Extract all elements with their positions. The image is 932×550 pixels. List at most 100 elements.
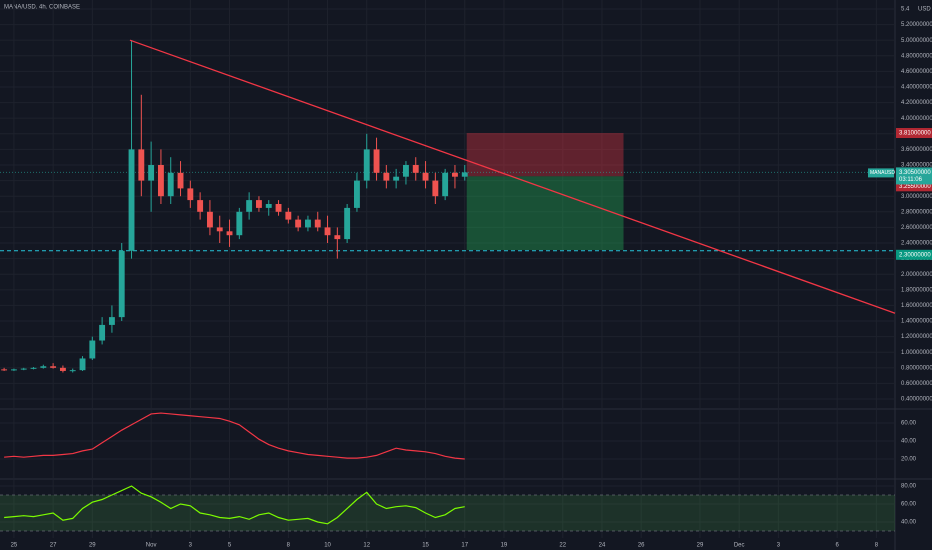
candle-body (255, 200, 262, 208)
y-tick-label: 40.00 (901, 439, 917, 445)
y-tick-label: 0.40000000 (901, 397, 932, 403)
candle-body (89, 340, 96, 359)
x-tick-label: 29 (697, 543, 704, 549)
y-tick-label: 2.40000000 (901, 241, 932, 247)
y-tick-label: 2.00000000 (901, 272, 932, 278)
candle-body (108, 317, 115, 325)
x-tick-label: 17 (461, 543, 468, 549)
symbol-tag-bg (868, 168, 894, 178)
symbol-tag: MANAUSD (870, 170, 895, 176)
y-tick-label: 2.60000000 (901, 225, 932, 231)
horizontal-line-label-bg (896, 249, 932, 260)
x-tick-label: 26 (638, 543, 645, 549)
y-tick-label: 60.00 (901, 421, 917, 427)
y-tick-label: 0.60000000 (901, 381, 932, 387)
y-tick-label: 1.40000000 (901, 319, 932, 325)
x-tick-label: 10 (324, 543, 331, 549)
candle-body (275, 204, 282, 212)
candle-body (236, 211, 243, 236)
y-tick-label: 4.60000000 (901, 69, 932, 75)
y-tick-label: 2.80000000 (901, 209, 932, 215)
y-tick-label: 4.20000000 (901, 100, 932, 106)
candle-body (373, 149, 380, 173)
x-tick-label: 15 (422, 543, 429, 549)
candle-body (79, 358, 86, 371)
x-tick-label: 19 (501, 543, 508, 549)
y-tick-label: 1.80000000 (901, 287, 932, 293)
candle-body (59, 367, 66, 371)
x-tick-label: 3 (777, 543, 781, 549)
trendline (129, 39, 896, 314)
candle-body (138, 149, 145, 181)
candle-body (157, 164, 164, 197)
stop-label: 3.81000000 (899, 131, 931, 137)
last-price-label: 3.30500000 (899, 170, 931, 176)
candle-body (148, 164, 155, 181)
x-tick-label: 27 (50, 543, 57, 549)
x-tick-label: 5 (228, 543, 232, 549)
entry-label: 3.25500000 (899, 184, 931, 190)
y-tick-label: 1.20000000 (901, 334, 932, 340)
candle-body (216, 227, 223, 232)
y-tick-label: 3.60000000 (901, 147, 932, 153)
candle-body (304, 219, 311, 228)
candle-body (265, 204, 272, 208)
x-tick-label: 8 (875, 543, 879, 549)
x-tick-label: 6 (836, 543, 840, 549)
candle-body (128, 149, 135, 251)
y-tick-label: 5.4 (901, 7, 910, 13)
candle-body (412, 164, 419, 173)
candle-body (354, 180, 360, 208)
x-tick-label: 25 (11, 543, 18, 549)
candle-body (197, 200, 204, 212)
candle-body (10, 369, 17, 371)
target-zone (466, 176, 624, 251)
y-tick-label: 60.00 (901, 502, 917, 508)
candle-body (295, 219, 302, 228)
candle-body (442, 172, 449, 197)
horizontal-line-label: 2.30000000 (899, 252, 931, 258)
x-tick-label: 3 (189, 543, 193, 549)
entry-label-bg (896, 181, 932, 192)
x-tick-label: Dec (734, 543, 745, 549)
x-tick-label: Nov (146, 543, 157, 549)
candle-body (422, 172, 429, 181)
stop-label-bg (896, 128, 932, 139)
y-tick-label: 0.80000000 (901, 365, 932, 371)
x-tick-label: 22 (559, 543, 566, 549)
candle-body (99, 324, 106, 341)
y-tick-label: 5.00000000 (901, 38, 932, 44)
indicator-line (4, 412, 465, 460)
currency: USD (918, 7, 931, 13)
candle-body (50, 366, 57, 368)
candle-body (167, 172, 174, 197)
candle-body (177, 172, 184, 189)
candle-body (432, 180, 439, 197)
chart-title: MANA/USD, 4h, COINBASE (4, 5, 80, 11)
candle-body (403, 164, 409, 177)
candle-body (206, 211, 213, 228)
y-tick-label: 4.00000000 (901, 116, 932, 122)
candle-body (118, 250, 125, 318)
x-tick-label: 24 (599, 543, 606, 549)
candle-body (324, 227, 331, 236)
y-tick-label: 1.60000000 (901, 303, 932, 309)
candle-body (246, 200, 253, 212)
y-tick-label: 20.00 (901, 457, 917, 463)
candle-body (334, 235, 341, 240)
candle-body (461, 172, 468, 177)
countdown-label: 03:11:06 (899, 177, 923, 183)
stop-zone (466, 133, 624, 177)
x-tick-label: 29 (89, 543, 96, 549)
candle-body (393, 176, 400, 181)
candle-body (20, 368, 27, 370)
x-tick-label: 8 (287, 543, 291, 549)
candle-body (30, 367, 37, 369)
candle-body (187, 188, 194, 201)
candle-body (344, 207, 351, 240)
candle-body (363, 149, 370, 181)
y-tick-label: 3.40000000 (901, 163, 932, 169)
y-tick-label: 40.00 (901, 520, 917, 526)
y-tick-label: 4.80000000 (901, 53, 932, 59)
